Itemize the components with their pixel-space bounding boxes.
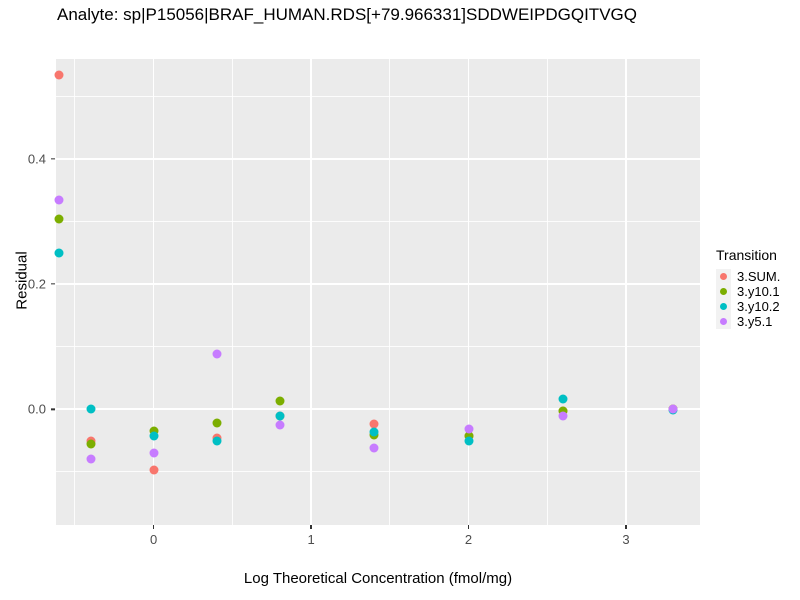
legend-dot-icon bbox=[720, 273, 727, 280]
data-point bbox=[369, 427, 379, 437]
x-axis-tick-mark bbox=[152, 525, 155, 529]
legend-item-label: 3.y10.2 bbox=[737, 299, 780, 314]
y-axis-tick-mark bbox=[51, 283, 55, 285]
gridline-major-y bbox=[56, 408, 700, 411]
x-axis-tick-label: 3 bbox=[622, 532, 630, 547]
gridline-minor-y bbox=[56, 96, 700, 97]
data-point bbox=[149, 431, 159, 441]
legend-dot-icon bbox=[720, 303, 727, 310]
x-axis-tick-label: 0 bbox=[149, 532, 158, 547]
data-point bbox=[212, 418, 222, 428]
data-point bbox=[149, 426, 159, 436]
chart-title: Analyte: sp|P15056|BRAF_HUMAN.RDS[+79.96… bbox=[57, 5, 637, 24]
gridline-minor-x bbox=[389, 59, 391, 525]
gridline-major-x bbox=[625, 59, 627, 525]
y-axis-tick-label: 0.2 bbox=[27, 276, 46, 292]
data-point bbox=[275, 411, 285, 421]
y-axis-tick-mark bbox=[51, 158, 55, 160]
data-point bbox=[558, 394, 568, 404]
data-point bbox=[149, 448, 159, 458]
legend-key-swatch bbox=[716, 299, 731, 314]
data-point bbox=[86, 439, 96, 449]
data-point bbox=[558, 411, 568, 421]
data-point bbox=[369, 419, 379, 429]
data-point bbox=[464, 424, 474, 434]
data-point bbox=[54, 70, 64, 80]
legend-dot-icon bbox=[720, 288, 727, 295]
gridline-major-x bbox=[310, 59, 312, 525]
gridline-minor-y bbox=[56, 221, 700, 223]
y-axis-tick-mark bbox=[51, 408, 55, 410]
data-point bbox=[464, 431, 474, 441]
data-point bbox=[464, 436, 474, 446]
data-point bbox=[275, 420, 285, 430]
data-point bbox=[275, 396, 285, 406]
plot-panel bbox=[54, 59, 700, 525]
legend-item[interactable]: 3.y5.1 bbox=[716, 314, 780, 329]
legend-item-label: 3.y5.1 bbox=[737, 314, 773, 329]
data-point bbox=[54, 248, 64, 258]
legend-items: 3.SUM. 3.y10.1 3.y10.2 3.y5.1 bbox=[716, 269, 780, 329]
legend-title: Transition bbox=[716, 247, 777, 263]
x-axis-tick-mark bbox=[625, 525, 627, 529]
gridline-major-y bbox=[56, 283, 700, 285]
y-axis-tick-label: 0.4 bbox=[27, 151, 46, 167]
data-point bbox=[86, 404, 96, 414]
legend-key-swatch bbox=[716, 284, 731, 299]
data-point bbox=[369, 443, 379, 453]
legend-item[interactable]: 3.y10.1 bbox=[716, 284, 780, 299]
gridline-major-x bbox=[152, 59, 155, 525]
legend-dot-icon bbox=[720, 318, 727, 325]
gridline-minor-x bbox=[546, 59, 548, 525]
data-point bbox=[54, 195, 64, 205]
gridline-minor-y bbox=[56, 346, 700, 348]
x-axis-tick-label: 1 bbox=[307, 532, 315, 547]
legend-item-label: 3.y10.1 bbox=[737, 284, 780, 299]
gridline-major-y bbox=[56, 158, 700, 160]
gridline-minor-y bbox=[56, 471, 700, 473]
x-axis-tick-mark bbox=[467, 525, 470, 529]
gridline-minor-x bbox=[74, 59, 76, 525]
x-axis-title: Log Theoretical Concentration (fmol/mg) bbox=[243, 570, 513, 587]
gridline-major-x bbox=[467, 59, 470, 525]
x-axis-tick-label: 2 bbox=[464, 532, 473, 547]
legend-key-swatch bbox=[716, 314, 731, 329]
data-point bbox=[86, 454, 96, 464]
legend-item[interactable]: 3.y10.2 bbox=[716, 299, 780, 314]
data-point bbox=[149, 465, 159, 475]
legend-item-label: 3.SUM. bbox=[737, 269, 781, 284]
x-axis-tick-mark bbox=[310, 525, 312, 529]
legend: Transition 3.SUM. 3.y10.1 3.y10.2 3.y5.1 bbox=[716, 248, 780, 329]
data-point bbox=[212, 349, 222, 359]
gridline-minor-x bbox=[231, 59, 233, 525]
data-point bbox=[668, 404, 678, 414]
y-axis-tick-label: 0.0 bbox=[27, 401, 46, 417]
legend-key-swatch bbox=[716, 269, 731, 284]
data-point bbox=[212, 436, 222, 446]
data-point bbox=[54, 214, 64, 223]
legend-item[interactable]: 3.SUM. bbox=[716, 269, 780, 284]
